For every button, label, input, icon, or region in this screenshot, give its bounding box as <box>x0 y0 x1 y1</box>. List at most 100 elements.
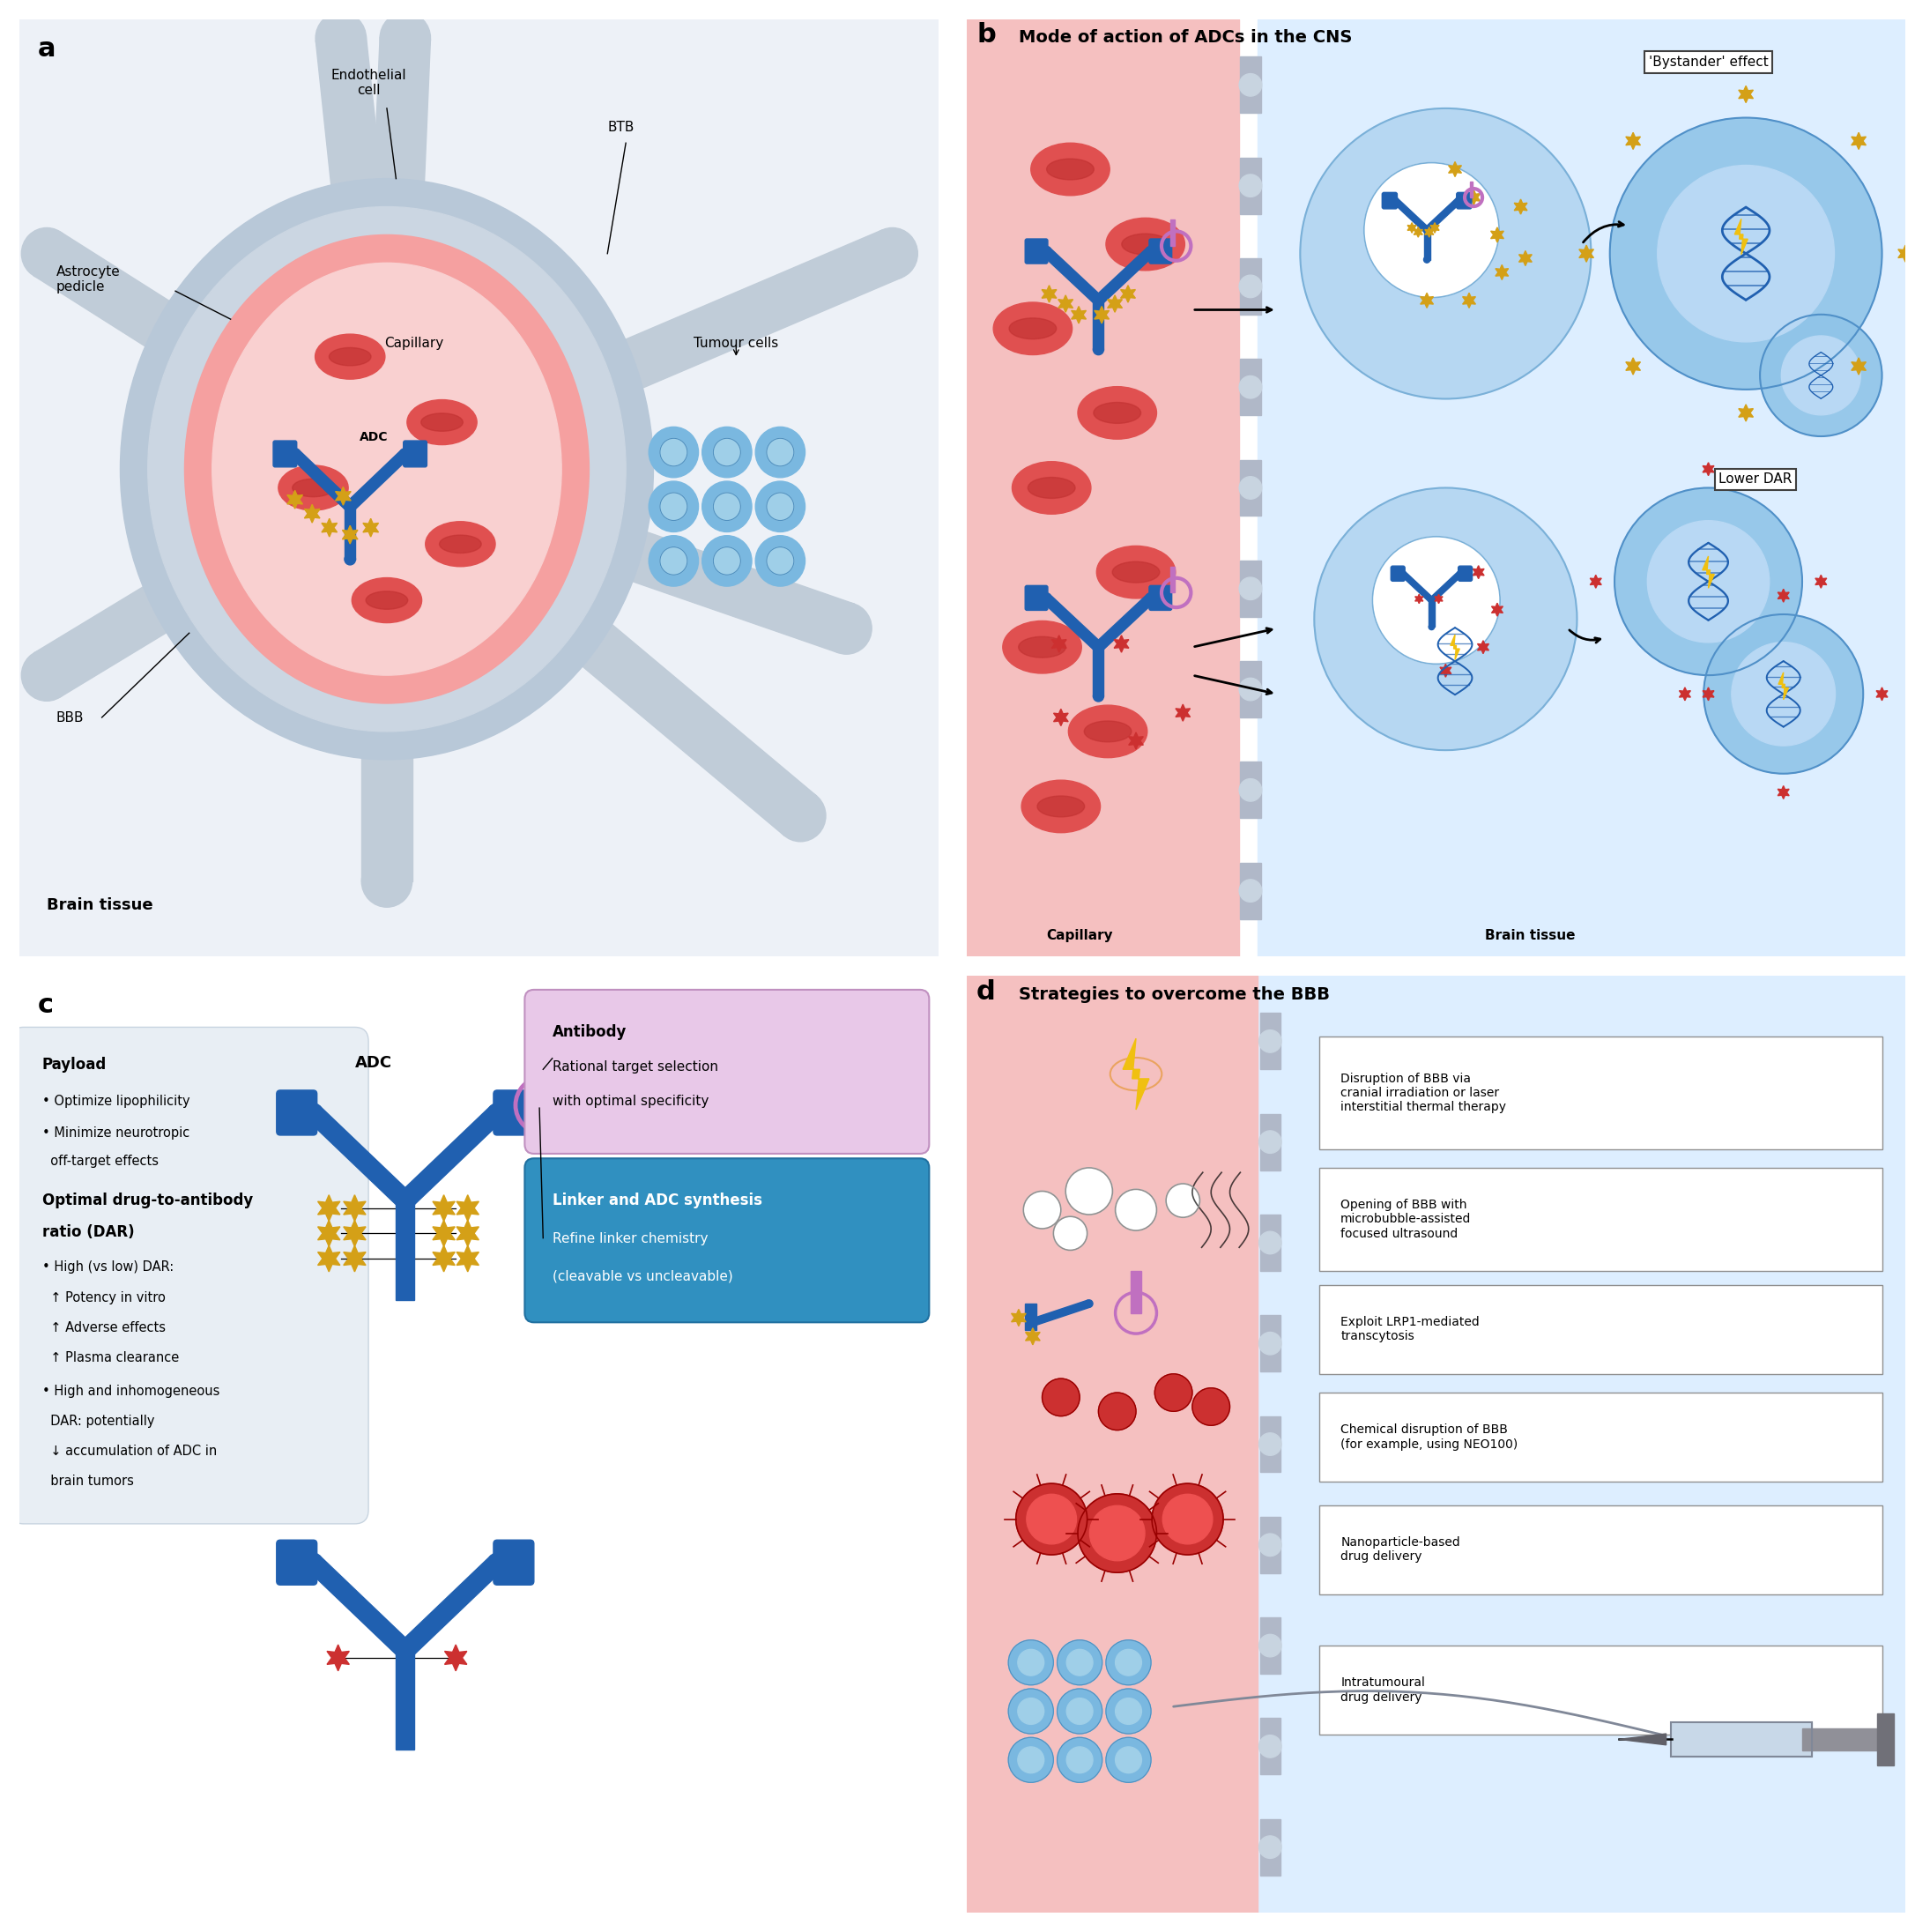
Text: a: a <box>38 37 56 62</box>
Polygon shape <box>1128 732 1143 750</box>
Polygon shape <box>1122 1037 1149 1109</box>
Circle shape <box>649 481 699 531</box>
Circle shape <box>1040 593 1051 603</box>
FancyBboxPatch shape <box>1383 193 1398 209</box>
Bar <box>1241 460 1260 516</box>
Polygon shape <box>1032 1300 1090 1325</box>
FancyBboxPatch shape <box>1319 1646 1882 1735</box>
Polygon shape <box>433 1194 456 1221</box>
Circle shape <box>1162 1493 1212 1544</box>
Circle shape <box>396 1640 414 1660</box>
Circle shape <box>1258 1333 1281 1354</box>
Ellipse shape <box>352 578 421 622</box>
Circle shape <box>1239 779 1262 802</box>
Polygon shape <box>34 446 400 697</box>
Polygon shape <box>377 230 902 493</box>
Bar <box>1241 56 1260 112</box>
Circle shape <box>1115 1650 1141 1675</box>
Text: ↑ Adverse effects: ↑ Adverse effects <box>42 1321 165 1335</box>
Circle shape <box>1258 1030 1281 1053</box>
Polygon shape <box>1473 566 1484 580</box>
Polygon shape <box>1777 589 1789 603</box>
Circle shape <box>1078 1493 1157 1573</box>
Text: with optimal specificity: with optimal specificity <box>552 1094 709 1107</box>
Circle shape <box>1053 1217 1088 1250</box>
Bar <box>538 1053 548 1105</box>
Polygon shape <box>327 1644 349 1671</box>
Polygon shape <box>1620 1733 1666 1745</box>
Text: Nanoparticle-based
drug delivery: Nanoparticle-based drug delivery <box>1340 1536 1459 1563</box>
Text: Payload: Payload <box>42 1057 107 1072</box>
FancyBboxPatch shape <box>1457 193 1471 209</box>
Text: Antibody: Antibody <box>552 1024 626 1039</box>
Circle shape <box>766 439 795 466</box>
Circle shape <box>400 448 410 460</box>
Circle shape <box>1093 296 1103 305</box>
Circle shape <box>1429 597 1434 603</box>
Circle shape <box>822 603 871 655</box>
Bar <box>1093 647 1103 696</box>
Circle shape <box>289 448 301 460</box>
Circle shape <box>21 228 73 280</box>
Circle shape <box>712 439 741 466</box>
Circle shape <box>1314 489 1578 750</box>
Polygon shape <box>1490 228 1503 242</box>
Polygon shape <box>1515 199 1526 214</box>
Circle shape <box>1107 1640 1151 1685</box>
FancyBboxPatch shape <box>1319 1037 1882 1150</box>
Ellipse shape <box>1122 234 1168 255</box>
Circle shape <box>1363 162 1499 298</box>
Ellipse shape <box>1003 620 1082 674</box>
Text: Mode of action of ADCs in the CNS: Mode of action of ADCs in the CNS <box>1019 29 1352 46</box>
Text: c: c <box>38 993 54 1018</box>
Bar <box>396 1650 414 1750</box>
Bar <box>1241 359 1260 415</box>
Bar <box>1025 1304 1036 1329</box>
Circle shape <box>1153 1484 1224 1555</box>
Text: Strategies to overcome the BBB: Strategies to overcome the BBB <box>1019 985 1329 1003</box>
Ellipse shape <box>1021 781 1101 833</box>
Polygon shape <box>1589 576 1601 587</box>
Polygon shape <box>1815 576 1827 587</box>
Circle shape <box>867 228 917 280</box>
Bar <box>1260 1316 1281 1372</box>
Circle shape <box>304 1103 322 1122</box>
Ellipse shape <box>278 466 349 510</box>
Polygon shape <box>1070 307 1086 323</box>
Bar <box>1241 560 1260 616</box>
Polygon shape <box>1626 133 1641 149</box>
Text: ↑ Potency in vitro: ↑ Potency in vitro <box>42 1291 165 1304</box>
Circle shape <box>362 442 412 495</box>
Text: Rational target selection: Rational target selection <box>552 1061 718 1074</box>
Bar <box>1260 1718 1281 1774</box>
Circle shape <box>1647 520 1769 643</box>
Polygon shape <box>1415 595 1423 603</box>
Polygon shape <box>1679 688 1691 701</box>
Circle shape <box>1026 1493 1076 1544</box>
Text: Capillary: Capillary <box>1046 929 1113 943</box>
Polygon shape <box>372 448 816 837</box>
Circle shape <box>396 1192 414 1209</box>
Circle shape <box>362 442 412 495</box>
Circle shape <box>1057 1640 1103 1685</box>
Bar <box>1241 158 1260 214</box>
Bar <box>1423 230 1431 259</box>
Circle shape <box>1166 1184 1201 1217</box>
Circle shape <box>1057 1737 1103 1783</box>
Polygon shape <box>1053 709 1069 726</box>
Polygon shape <box>291 450 354 510</box>
Circle shape <box>1373 537 1499 665</box>
Circle shape <box>1614 489 1802 674</box>
Circle shape <box>1067 1747 1093 1774</box>
Ellipse shape <box>1028 477 1074 498</box>
Circle shape <box>362 442 412 495</box>
Text: d: d <box>977 980 996 1005</box>
Text: (cleavable vs uncleavable): (cleavable vs uncleavable) <box>552 1269 733 1283</box>
Circle shape <box>1090 1505 1145 1561</box>
Circle shape <box>362 442 412 495</box>
Circle shape <box>304 1553 322 1573</box>
Circle shape <box>1155 1374 1193 1412</box>
Polygon shape <box>1492 603 1503 616</box>
Circle shape <box>649 535 699 585</box>
Ellipse shape <box>293 479 335 497</box>
